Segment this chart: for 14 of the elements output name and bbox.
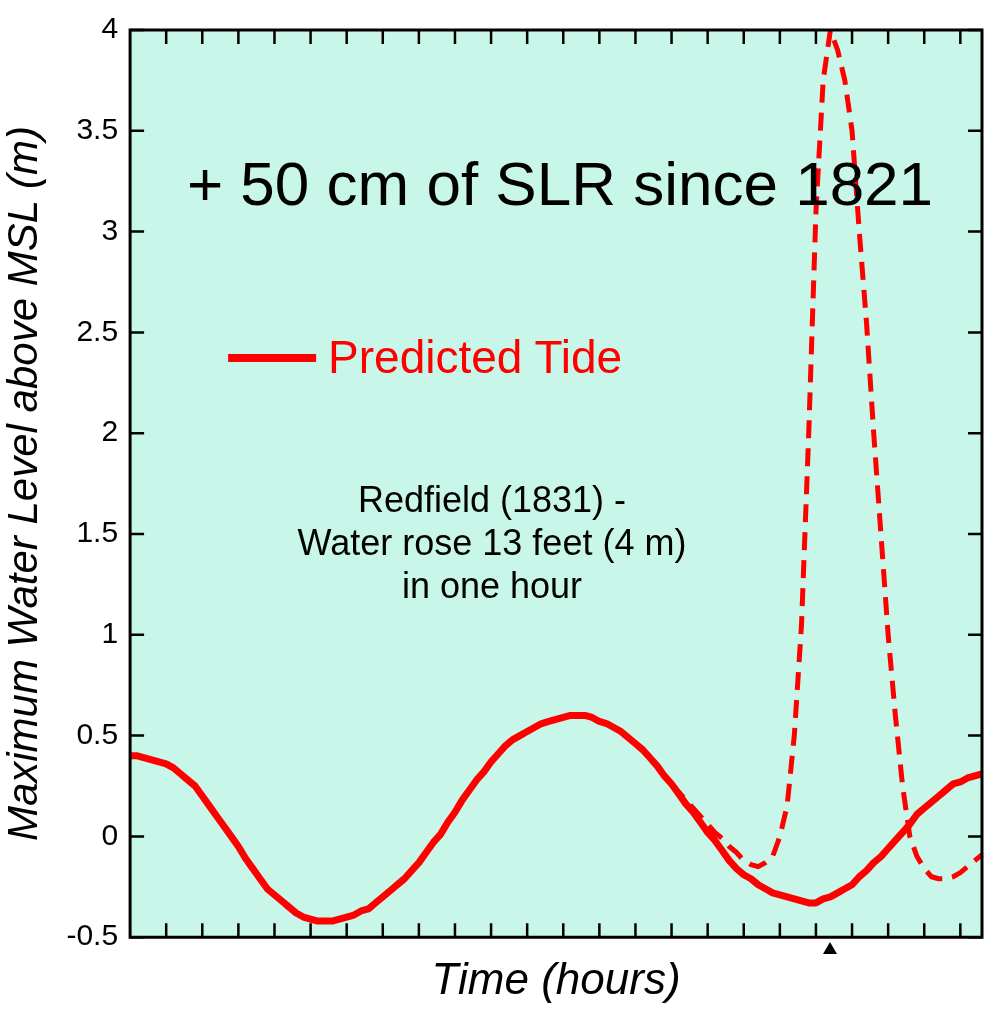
y-tick-label: 0: [101, 817, 119, 851]
y-tick-label: 3.5: [76, 112, 119, 146]
y-tick-label: 2: [101, 414, 119, 448]
annotation: Redfield (1831) - Water rose 13 feet (4 m) in one hour: [297, 478, 687, 607]
y-tick-label: -0.5: [66, 918, 119, 952]
legend-label: Predicted Tide: [328, 330, 623, 383]
y-tick-label: 1.5: [76, 515, 119, 549]
y-tick-label: 3: [101, 212, 119, 246]
y-tick-label: 4: [101, 11, 119, 45]
x-axis-title: Time (hours): [431, 953, 681, 1003]
y-tick-label: 2.5: [76, 313, 119, 347]
y-tick-label: 1: [101, 616, 119, 650]
y-tick-label: 0.5: [76, 716, 119, 750]
y-axis-title: Maximum Water Level above MSL (m): [0, 126, 46, 842]
